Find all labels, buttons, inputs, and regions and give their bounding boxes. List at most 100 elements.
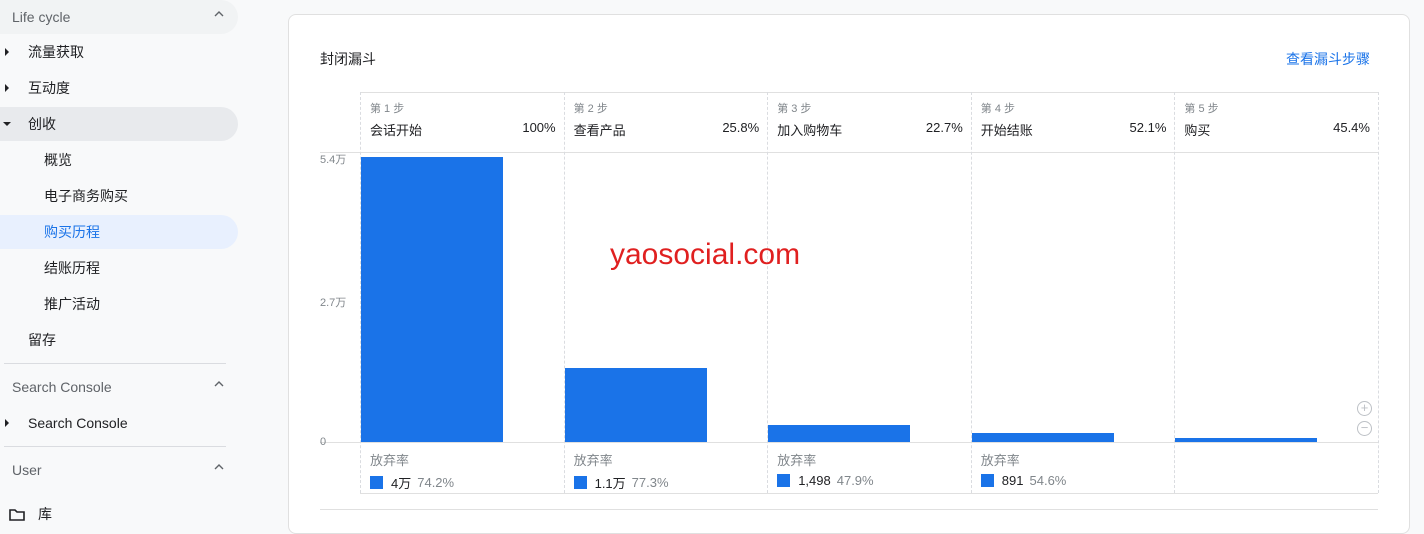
card-title: 封闭漏斗	[320, 51, 376, 67]
baseline	[320, 442, 1378, 443]
step-number: 第 2 步	[573, 103, 608, 115]
abandon-rate: 54.6%	[1029, 473, 1067, 488]
divider	[4, 446, 226, 447]
bar-step-3[interactable]	[768, 425, 911, 442]
step-header: 第 1 步会话开始 100%	[360, 92, 564, 152]
legend-swatch	[777, 474, 791, 487]
sidebar-item-retention[interactable]: 留存	[0, 323, 238, 357]
column-divider	[767, 92, 769, 493]
abandonment-cell: 放弃率 4万 74.2%	[360, 450, 564, 492]
legend-swatch	[980, 474, 994, 487]
abandon-label: 放弃率	[777, 453, 817, 468]
bar-step-1[interactable]	[361, 157, 503, 442]
sidebar: Life cycle 流量获取 互动度 创收 概览 电子商务购买 购买历程 结账…	[0, 0, 240, 522]
abandon-label: 放弃率	[573, 453, 613, 468]
caret-right-icon	[5, 48, 9, 56]
abandon-rate: 74.2%	[417, 475, 455, 490]
sidebar-item-overview[interactable]: 概览	[0, 143, 238, 177]
legend-swatch	[573, 476, 587, 489]
abandonment-cell: 放弃率 1.1万 77.3%	[564, 450, 768, 492]
sidebar-item-purchase-journey[interactable]: 购买历程	[0, 215, 238, 249]
legend-swatch	[370, 476, 383, 489]
step-name: 开始结账	[980, 123, 1033, 138]
item-label: 留存	[28, 332, 56, 348]
y-tick-label: 2.7万	[320, 296, 347, 309]
y-tick-label: 0	[320, 436, 327, 448]
abandon-label: 放弃率	[370, 453, 410, 468]
item-label: 流量获取	[28, 44, 84, 60]
section-search-console[interactable]: Search Console	[0, 370, 238, 404]
step-number: 第 5 步	[1184, 103, 1219, 115]
sidebar-item-engagement[interactable]: 互动度	[0, 71, 238, 105]
step-percent: 45.4%	[1333, 120, 1370, 135]
view-funnel-steps-link[interactable]: 查看漏斗步骤	[1286, 51, 1370, 67]
chevron-up-icon	[214, 464, 224, 470]
bar-step-5[interactable]	[1175, 438, 1318, 442]
item-label: Search Console	[28, 415, 128, 431]
abandon-rate: 77.3%	[631, 475, 669, 490]
divider	[320, 509, 1378, 510]
step-number: 第 4 步	[980, 103, 1016, 115]
abandon-label: 放弃率	[980, 453, 1020, 468]
section-user[interactable]: User	[0, 453, 238, 487]
step-header: 第 3 步加入购物车 22.7%	[767, 92, 971, 152]
abandon-count: 1,498	[798, 473, 831, 488]
zoom-out-icon[interactable]: −	[1357, 421, 1372, 436]
sidebar-item-acquisition[interactable]: 流量获取	[0, 35, 238, 69]
sidebar-item-monetization[interactable]: 创收	[0, 107, 238, 141]
grid-line	[320, 152, 1378, 153]
sidebar-item-search-console[interactable]: Search Console	[0, 406, 238, 440]
column-divider	[360, 92, 361, 493]
abandonment-cell: 放弃率 891 54.6%	[971, 450, 1175, 488]
bar-step-2[interactable]	[564, 368, 707, 442]
sidebar-item-checkout-journey[interactable]: 结账历程	[0, 251, 238, 285]
watermark: yaosocial.com	[610, 238, 801, 271]
sidebar-item-ecommerce[interactable]: 电子商务购买	[0, 179, 238, 213]
step-number: 第 1 步	[370, 103, 405, 115]
chevron-up-icon	[214, 11, 224, 17]
sidebar-item-promotions[interactable]: 推广活动	[0, 287, 238, 321]
item-label: 推广活动	[44, 296, 100, 312]
step-number: 第 3 步	[777, 103, 812, 115]
abandonment-cell: 放弃率 1,498 47.9%	[767, 450, 971, 488]
item-label: 库	[38, 506, 52, 522]
zoom-in-icon[interactable]: +	[1357, 401, 1372, 416]
sidebar-item-library[interactable]: 库	[0, 497, 238, 531]
grid-line	[360, 92, 1378, 93]
abandon-count: 891	[1001, 473, 1024, 488]
step-percent: 52.1%	[1129, 120, 1167, 135]
item-label: 互动度	[28, 80, 70, 96]
section-title: User	[12, 462, 42, 478]
abandon-count: 1.1万	[594, 476, 626, 491]
step-header: 第 2 步查看产品 25.8%	[564, 92, 768, 152]
chevron-up-icon	[214, 381, 224, 387]
y-tick-label: 5.4万	[320, 154, 347, 166]
column-divider	[1378, 92, 1379, 493]
step-header: 第 4 步开始结账 52.1%	[971, 92, 1175, 152]
item-label: 创收	[28, 116, 56, 132]
step-percent: 100%	[522, 120, 556, 135]
item-label: 概览	[44, 152, 72, 168]
section-title: Life cycle	[12, 9, 71, 25]
column-divider	[563, 92, 565, 493]
folder-icon	[9, 509, 25, 521]
abandon-rate: 47.9%	[836, 473, 874, 488]
step-name: 购买	[1184, 123, 1211, 138]
grid-line	[360, 493, 1378, 494]
item-label: 结账历程	[44, 260, 100, 276]
column-divider	[1174, 92, 1176, 493]
step-header: 第 5 步购买 45.4%	[1174, 92, 1378, 152]
step-name: 加入购物车	[777, 123, 843, 138]
step-percent: 25.8%	[722, 120, 760, 135]
item-label: 电子商务购买	[44, 188, 128, 204]
divider	[4, 363, 226, 364]
step-name: 会话开始	[370, 123, 423, 138]
section-life-cycle[interactable]: Life cycle	[0, 0, 238, 34]
funnel-chart: 5.4万 2.7万 0 第 1 步会话开始 100% 放弃率 4万 74.2% 第 2 步查看产…	[320, 92, 1379, 494]
column-divider	[970, 92, 972, 493]
step-percent: 22.7%	[925, 120, 963, 135]
caret-down-icon	[3, 122, 11, 126]
step-name: 查看产品	[573, 123, 626, 138]
abandon-count: 4万	[391, 476, 412, 491]
bar-step-4[interactable]	[971, 433, 1114, 442]
